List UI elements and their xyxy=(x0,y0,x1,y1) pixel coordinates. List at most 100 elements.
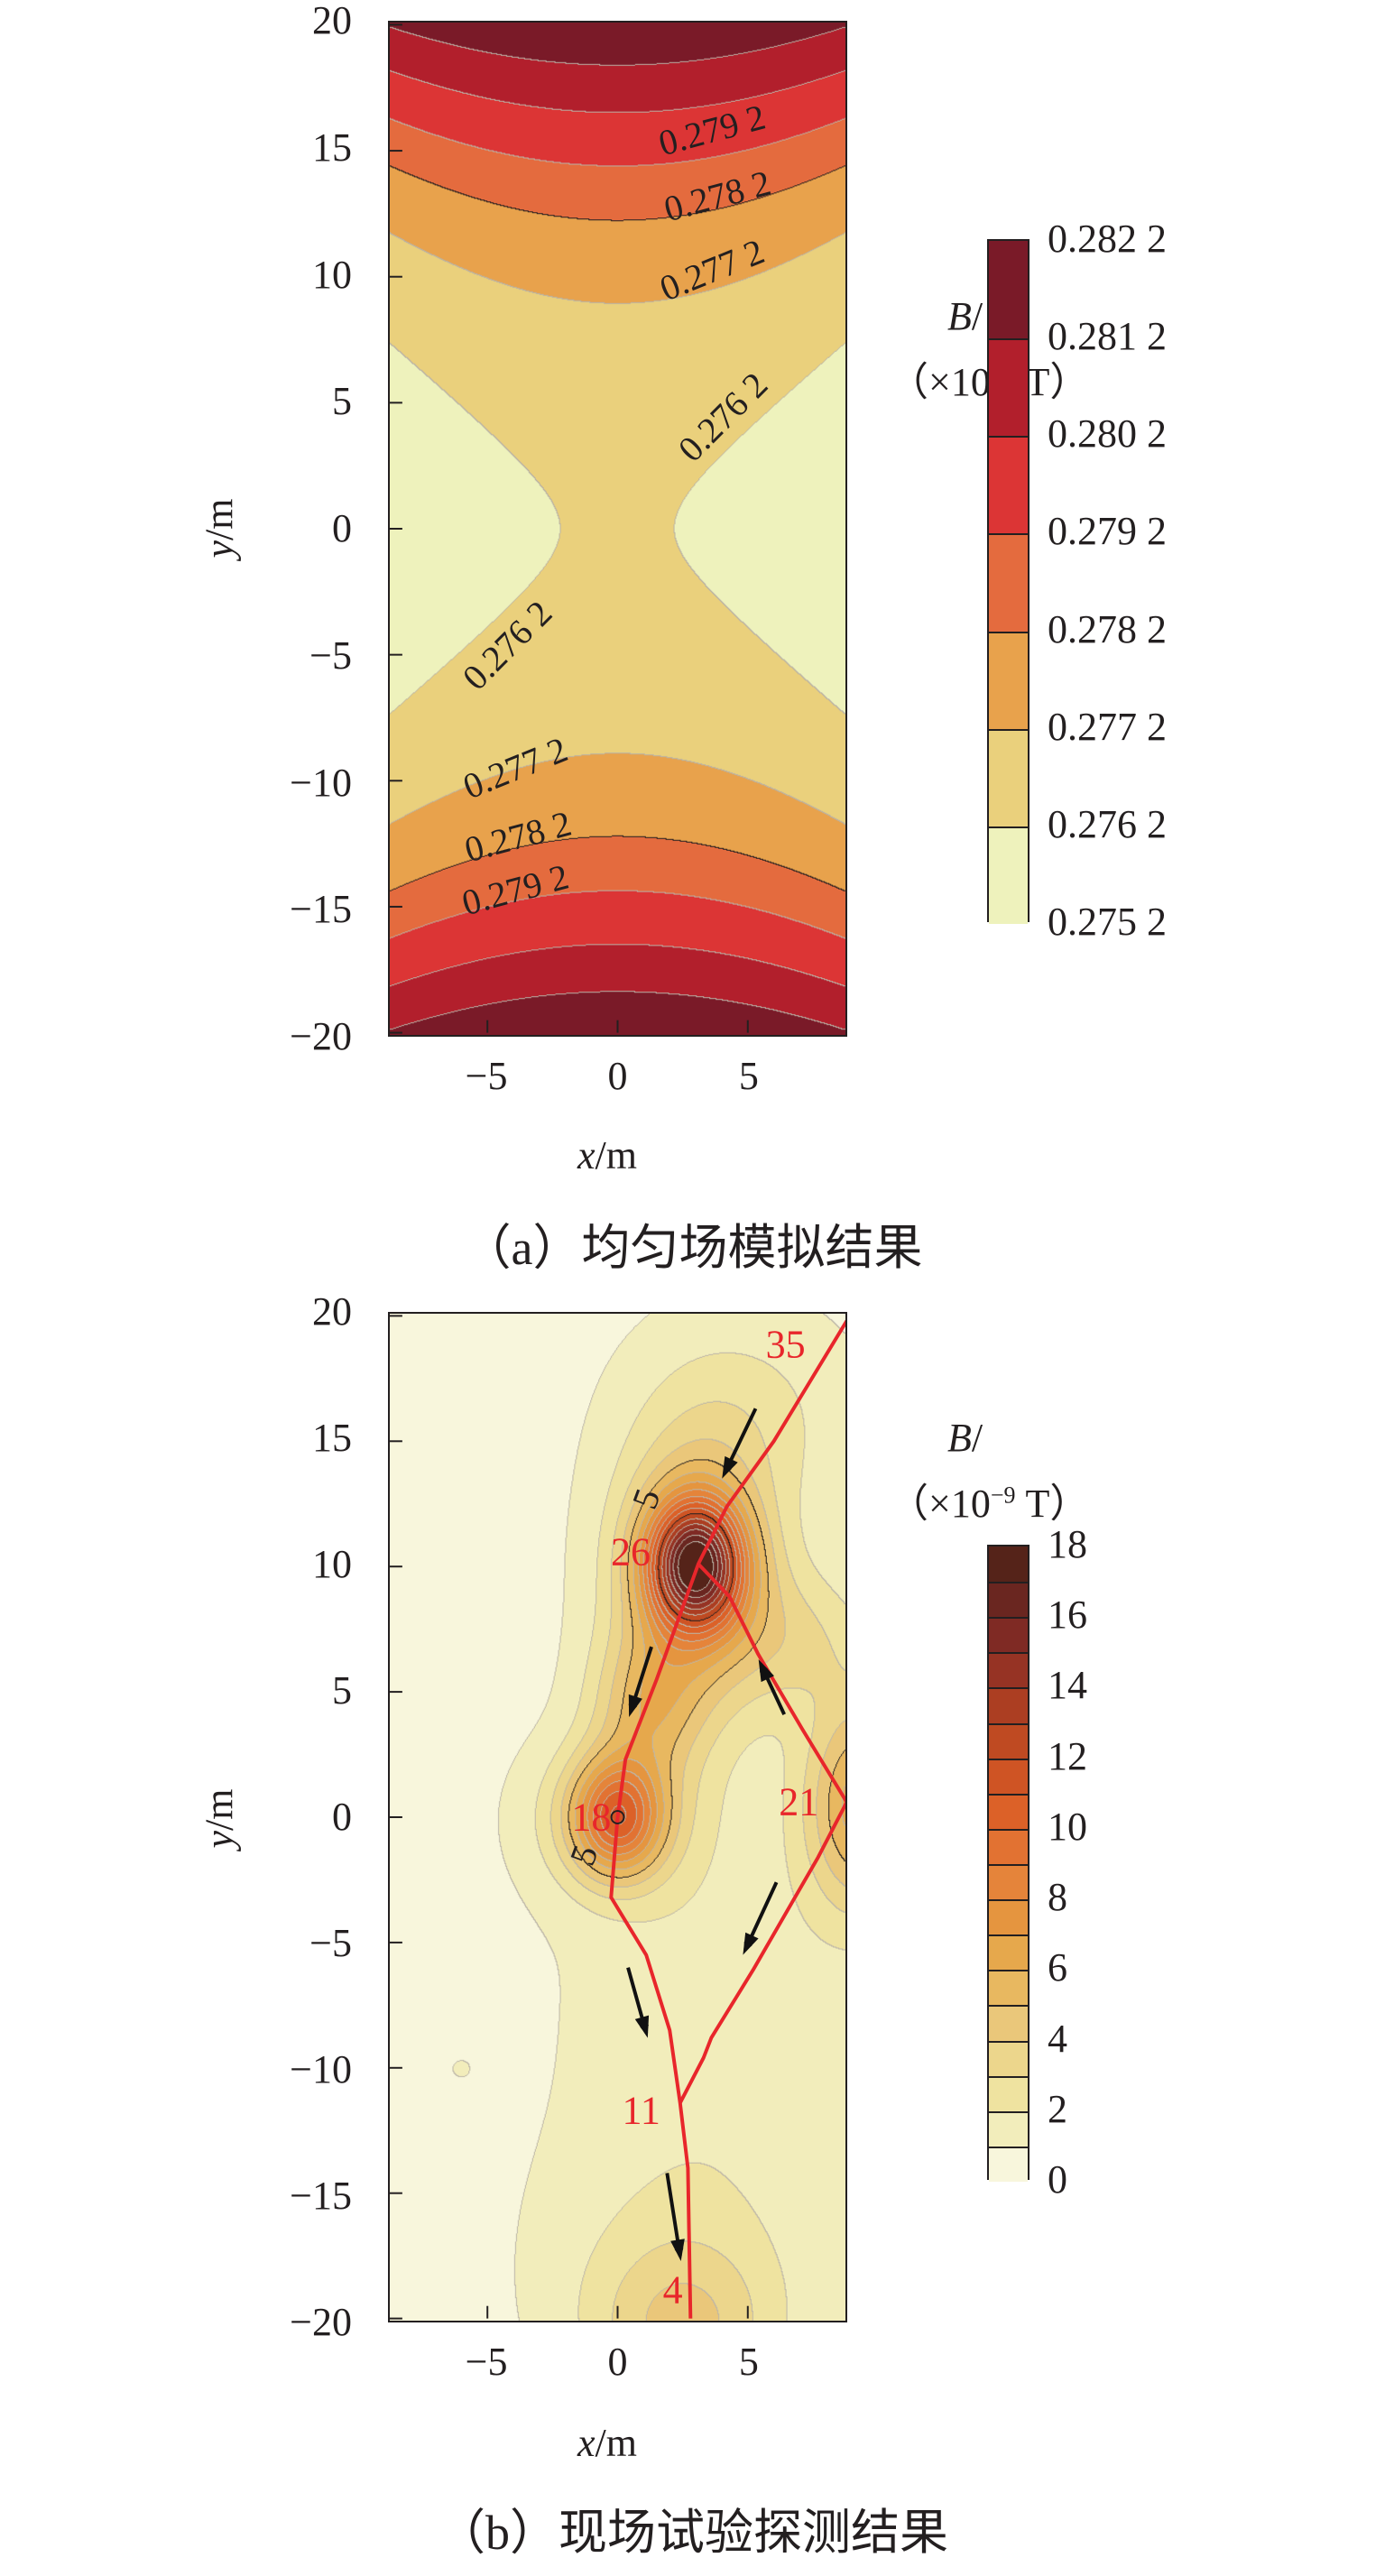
unit-prefix: （×10 xyxy=(889,1482,991,1526)
peak-marker xyxy=(610,1810,625,1824)
arrowhead-icon xyxy=(743,1932,759,1955)
colorbar-tick-label: 0.279 2 xyxy=(1048,509,1167,554)
colorbar-band xyxy=(989,2146,1028,2182)
x-axis-unit: /m xyxy=(595,2421,637,2465)
colorbar-band xyxy=(989,1934,1028,1971)
colorbar-band xyxy=(989,1793,1028,1829)
x-tick-label: 0 xyxy=(607,2340,628,2384)
y-tick-label: −10 xyxy=(290,2047,352,2091)
red-line-2 xyxy=(678,1563,845,2104)
colorbar-band xyxy=(989,2110,1028,2147)
arrowhead-icon xyxy=(758,1659,774,1683)
colorbar-band xyxy=(989,1864,1028,1900)
x-tick-label: −5 xyxy=(465,2340,508,2384)
unit-prefix: （×10 xyxy=(889,360,991,404)
unit-exponent: −9 xyxy=(990,1482,1016,1509)
colorbar-title: B/ xyxy=(947,1415,983,1461)
y-tick-label: 15 xyxy=(312,125,352,170)
y-tick-label: 0 xyxy=(332,1795,352,1839)
colorbar-tick-label: 10 xyxy=(1048,1804,1087,1849)
colorbar-tick-label: 6 xyxy=(1048,1945,1067,1990)
point-label: 4 xyxy=(662,2267,683,2313)
y-tick-label: 20 xyxy=(312,1289,352,1334)
red-line-1 xyxy=(609,1319,845,2319)
colorbar-tick-label: 12 xyxy=(1048,1733,1087,1778)
x-tick-label: 0 xyxy=(607,1054,628,1098)
y-tick-label: 5 xyxy=(332,1668,352,1713)
colorbar-var: B xyxy=(947,1416,972,1460)
point-label: 21 xyxy=(779,1779,819,1824)
x-tick-label: 5 xyxy=(738,2340,759,2384)
colorbar-sep: / xyxy=(971,1416,983,1460)
colorbar-band xyxy=(989,2075,1028,2111)
colorbar-band xyxy=(989,1722,1028,1759)
y-tick-label: 10 xyxy=(312,252,352,297)
colorbar-tick-label: 0.281 2 xyxy=(1048,314,1167,359)
colorbar-tick-label: 0.282 2 xyxy=(1048,217,1167,261)
colorbar-band xyxy=(989,826,1028,924)
y-tick-label: 5 xyxy=(332,379,352,424)
colorbar-band xyxy=(989,338,1028,437)
y-tick-label: 10 xyxy=(312,1542,352,1586)
unit-suffix: T） xyxy=(1015,360,1090,404)
point-label: 26 xyxy=(611,1529,651,1574)
contour-plot-area xyxy=(388,1312,847,2322)
colorbar-tick-label: 0.280 2 xyxy=(1048,411,1167,457)
colorbar-band xyxy=(989,1582,1028,1618)
x-tick-label: 5 xyxy=(738,1054,759,1098)
y-tick-label: −5 xyxy=(309,1921,352,1965)
y-tick-label: 15 xyxy=(312,1416,352,1460)
y-tick-label: −10 xyxy=(290,760,352,805)
colorbar-unit: （×10−9 T） xyxy=(889,1471,1089,1528)
colorbar-tick-label: 0.275 2 xyxy=(1048,900,1167,944)
arrowhead-icon xyxy=(634,2015,650,2038)
contour-overlay xyxy=(390,1315,845,2320)
arrowhead-icon xyxy=(670,2239,685,2262)
colorbar-tick-label: 0.277 2 xyxy=(1048,704,1167,749)
colorbar-band xyxy=(989,436,1028,534)
x-tick-label: −5 xyxy=(465,1054,508,1098)
unit-suffix: T） xyxy=(1015,1482,1090,1526)
colorbar-band xyxy=(989,631,1028,729)
arrowhead-icon xyxy=(628,1694,642,1717)
point-label: 35 xyxy=(765,1322,806,1367)
colorbar-tick-label: 0.278 2 xyxy=(1048,606,1167,651)
colorbar-band xyxy=(989,1828,1028,1864)
panel-a-uniform-field-simulation: y/m x/m B/ （×10−9 T） （a）均匀场模拟结果 −5052015… xyxy=(0,0,1385,1281)
colorbar-tick-label: 2 xyxy=(1048,2086,1067,2131)
colorbar-tick-label: 0.276 2 xyxy=(1048,801,1167,846)
colorbar-band xyxy=(989,1899,1028,1935)
x-axis-label: x/m xyxy=(577,1132,637,1178)
caption-b: （b）现场试验探测结果 xyxy=(437,2506,948,2560)
colorbar-band xyxy=(989,2040,1028,2076)
point-label: 18 xyxy=(571,1795,612,1840)
colorbar-title: B/ xyxy=(947,293,983,339)
colorbar xyxy=(987,239,1030,924)
colorbar-tick-label: 18 xyxy=(1048,1522,1087,1566)
colorbar-band xyxy=(989,1652,1028,1688)
contour-fill xyxy=(390,23,845,1035)
colorbar-band xyxy=(989,1687,1028,1723)
y-tick-label: −20 xyxy=(290,1014,352,1058)
contour-overlay xyxy=(390,23,749,1034)
colorbar-tick-label: 8 xyxy=(1048,1875,1067,1920)
arrowhead-icon xyxy=(722,1455,738,1479)
contour-plot-area xyxy=(388,21,847,1037)
y-tick-label: −5 xyxy=(309,632,352,678)
colorbar-band xyxy=(989,1617,1028,1653)
colorbar-sep: / xyxy=(971,294,983,338)
x-axis-unit: /m xyxy=(595,1133,637,1177)
colorbar xyxy=(987,1545,1030,2182)
colorbar-band xyxy=(989,1758,1028,1794)
colorbar-band xyxy=(989,1970,1028,2006)
colorbar-tick-label: 14 xyxy=(1048,1663,1087,1708)
y-tick-label: 0 xyxy=(332,506,352,550)
x-axis-label: x/m xyxy=(577,2420,637,2466)
x-axis-var: x xyxy=(577,2421,596,2465)
colorbar-var: B xyxy=(947,294,972,338)
y-tick-label: −15 xyxy=(290,887,352,932)
colorbar-band xyxy=(989,1547,1028,1583)
colorbar-band xyxy=(989,728,1028,826)
y-tick-label: −20 xyxy=(290,2300,352,2344)
